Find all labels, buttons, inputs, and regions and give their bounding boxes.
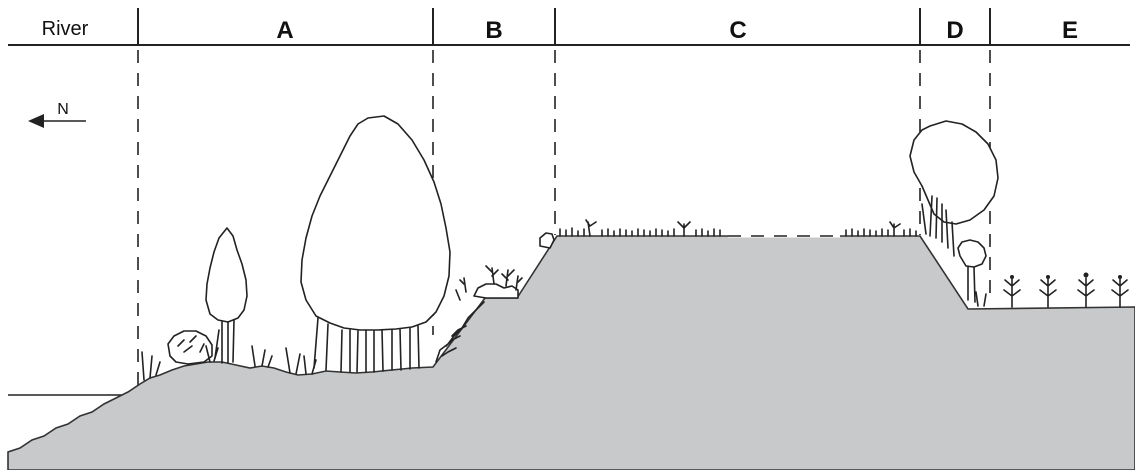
zone-label-b: B [485, 17, 502, 44]
crest-grass-left [559, 219, 721, 237]
zone-label-d: D [946, 17, 963, 44]
crop-plant-icon [1039, 275, 1057, 308]
poplar-tree-icon [205, 227, 248, 323]
zone-e-crops [1003, 272, 1129, 308]
tree-trunks [313, 317, 420, 373]
zone-d-vegetation [909, 120, 999, 307]
zone-c-grass [559, 219, 917, 237]
river-label: River [42, 18, 89, 40]
large-tree-icon [300, 115, 451, 331]
small-slope-tree-icon [957, 239, 987, 268]
crop-plant-icon [1111, 275, 1129, 308]
zone-label-a: A [276, 17, 293, 44]
bush-cluster-icon [473, 283, 519, 299]
grass-tufts-a [141, 345, 317, 381]
crop-plant-icon [1077, 272, 1095, 308]
bank-bushes-icon [435, 301, 485, 363]
crest-shrub-icon [539, 232, 555, 249]
slope-grass [975, 291, 987, 307]
north-label: N [57, 101, 69, 118]
zone-label-c: C [729, 17, 746, 44]
crest-grass-right [845, 221, 917, 237]
zone-a-vegetation [141, 115, 451, 381]
zone-label-e: E [1062, 17, 1078, 44]
zone-b-vegetation [435, 232, 555, 363]
north-arrow-icon [28, 114, 86, 128]
sapling-icon [455, 265, 523, 301]
crop-plant-icon [1003, 275, 1021, 308]
